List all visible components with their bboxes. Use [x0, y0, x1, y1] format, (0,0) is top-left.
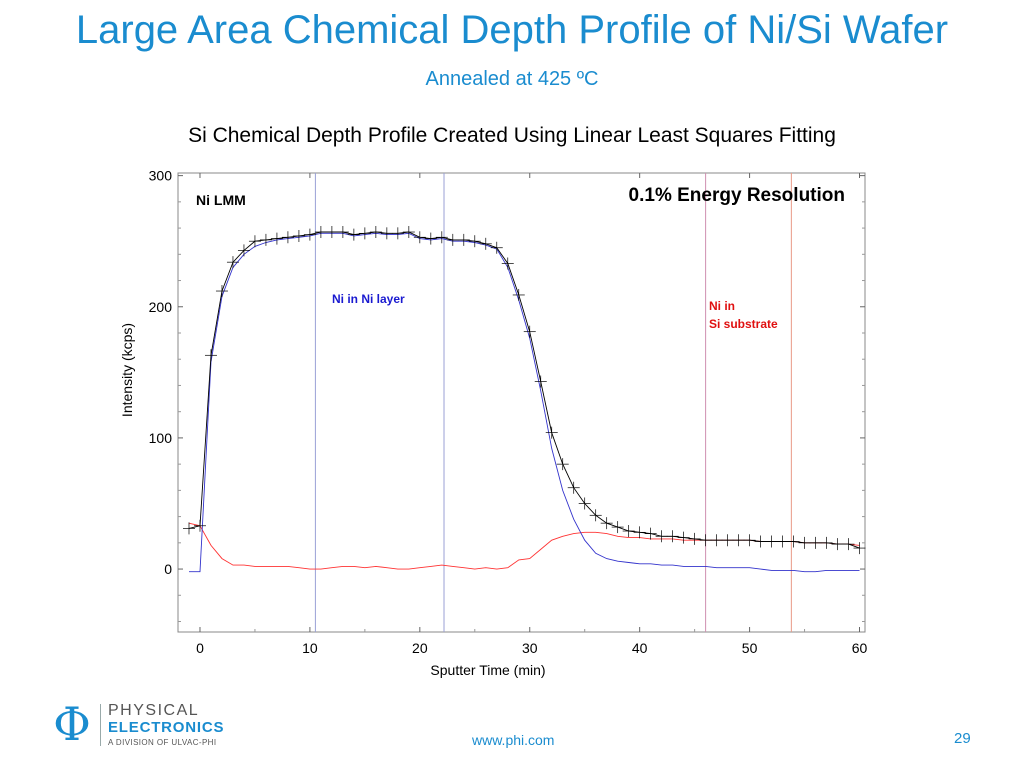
- annotation-substrate-line1: Ni in: [709, 299, 735, 313]
- website-link[interactable]: www.phi.com: [472, 732, 555, 748]
- data-point: [578, 497, 591, 510]
- data-point: [611, 521, 624, 534]
- data-point: [545, 426, 558, 439]
- data-point: [776, 535, 789, 548]
- data-point: [215, 285, 228, 298]
- logo-divider: [100, 704, 101, 746]
- data-point: [732, 534, 745, 547]
- data-point: [281, 231, 294, 244]
- data-point: [820, 536, 833, 549]
- data-point: [809, 536, 822, 549]
- data-point: [347, 228, 360, 241]
- data-point: [721, 534, 734, 547]
- data-point: [369, 226, 382, 239]
- data-point: [512, 288, 525, 301]
- data-point: [633, 526, 646, 539]
- data-point: [556, 458, 569, 471]
- annotation-substrate-line2: Si substrate: [709, 317, 778, 331]
- data-point: [391, 227, 404, 240]
- x-tick-label: 30: [522, 640, 538, 656]
- x-tick-label: 0: [196, 640, 204, 656]
- slide-subtitle: Annealed at 425 ºC: [425, 68, 599, 90]
- annotation-ni-layer: Ni in Ni layer: [332, 292, 405, 306]
- data-point: [237, 244, 250, 257]
- company-logo: Φ PHYSICAL ELECTRONICS A DIVISION OF ULV…: [50, 700, 250, 752]
- x-tick-label: 40: [632, 640, 648, 656]
- logo-line-2: ELECTRONICS: [108, 719, 225, 736]
- data-point: [666, 530, 679, 543]
- data-point: [248, 235, 261, 248]
- x-tick-label: 60: [852, 640, 868, 656]
- x-tick-label: 10: [302, 640, 318, 656]
- data-point: [534, 375, 547, 388]
- data-point: [831, 538, 844, 551]
- data-point: [226, 256, 239, 269]
- data-point: [688, 532, 701, 545]
- annotation-resolution: 0.1% Energy Resolution: [629, 185, 845, 206]
- data-point: [292, 229, 305, 242]
- data-point: [655, 530, 668, 543]
- logo-line-1: PHYSICAL: [108, 702, 200, 719]
- y-axis-label: Intensity (kcps): [119, 323, 135, 417]
- phi-symbol-icon: Φ: [53, 697, 91, 751]
- data-point: [303, 228, 316, 241]
- data-point: [314, 226, 327, 239]
- data-point: [325, 226, 338, 239]
- slide-title: Large Area Chemical Depth Profile of Ni/…: [75, 8, 949, 52]
- y-tick-label: 0: [164, 561, 172, 577]
- y-tick-label: 200: [149, 299, 173, 315]
- data-point: [446, 233, 459, 246]
- data-point: [523, 325, 536, 338]
- data-point: [490, 241, 503, 254]
- data-point: [182, 522, 195, 535]
- data-point: [270, 232, 283, 245]
- y-tick-label: 100: [149, 430, 173, 446]
- annotation-signal: Ni LMM: [196, 192, 246, 208]
- data-point: [589, 509, 602, 522]
- data-point: [765, 535, 778, 548]
- page-number: 29: [954, 730, 971, 747]
- data-point: [853, 542, 866, 555]
- x-tick-label: 50: [742, 640, 758, 656]
- data-point: [699, 534, 712, 547]
- series-line-0: [188, 522, 860, 570]
- x-tick-label: 20: [412, 640, 428, 656]
- plot-frame: [177, 172, 866, 633]
- x-axis-label: Sputter Time (min): [430, 662, 545, 678]
- data-point: [336, 226, 349, 239]
- data-point: [754, 535, 767, 548]
- data-point: [677, 531, 690, 544]
- data-point: [710, 534, 723, 547]
- data-point: [380, 227, 393, 240]
- data-point: [600, 517, 613, 530]
- logo-line-3: A DIVISION OF ULVAC-PHI: [108, 738, 217, 747]
- data-point: [435, 231, 448, 244]
- data-point: [413, 231, 426, 244]
- data-point: [479, 237, 492, 250]
- data-point: [259, 233, 272, 246]
- data-point: [457, 233, 470, 246]
- data-point: [644, 527, 657, 540]
- data-point: [358, 227, 371, 240]
- series-line-2: [188, 231, 860, 549]
- data-point: [622, 525, 635, 538]
- data-point: [787, 535, 800, 548]
- data-point: [842, 538, 855, 551]
- data-point: [501, 257, 514, 270]
- data-point: [567, 481, 580, 494]
- data-point: [798, 536, 811, 549]
- y-tick-label: 300: [149, 168, 173, 184]
- data-point: [424, 232, 437, 245]
- chart-heading: Si Chemical Depth Profile Created Using …: [188, 124, 836, 147]
- data-point: [743, 534, 756, 547]
- data-point: [402, 226, 415, 239]
- data-point: [468, 235, 481, 248]
- series-line-1: [189, 232, 860, 573]
- data-point: [193, 519, 206, 532]
- data-point: [204, 349, 217, 362]
